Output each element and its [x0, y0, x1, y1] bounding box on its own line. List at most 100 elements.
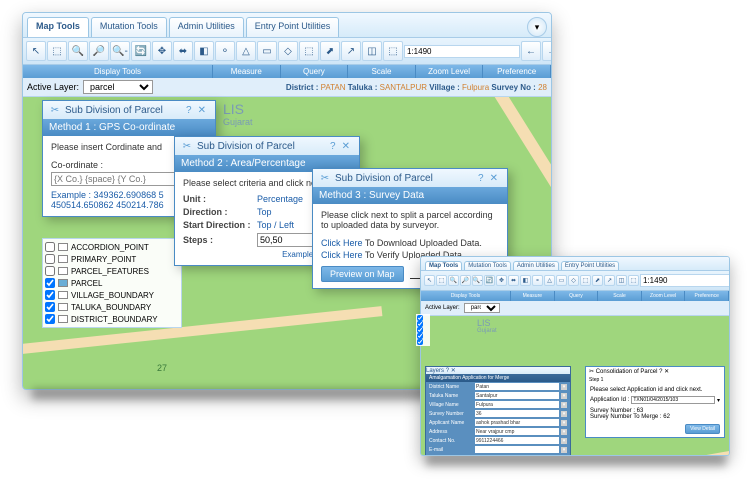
mini-layer-select[interactable]: parcel	[464, 303, 500, 313]
toolbar-button[interactable]: △	[544, 275, 555, 286]
legend-checkbox[interactable]	[45, 290, 55, 300]
form-input[interactable]	[475, 455, 559, 456]
tab-mutation-tools[interactable]: Mutation Tools	[91, 17, 167, 37]
legend-row[interactable]: PARCEL	[45, 277, 179, 289]
toolbar-button[interactable]: ✥	[152, 41, 172, 61]
toolbar-button[interactable]: ⚬	[215, 41, 235, 61]
toolbar-button[interactable]: 🔄	[131, 41, 151, 61]
toolbar-button[interactable]: ◫	[616, 275, 627, 286]
subbar-scale[interactable]: Scale	[348, 65, 416, 78]
form-input[interactable]	[475, 419, 559, 426]
tab-map-tools[interactable]: Map Tools	[27, 17, 89, 37]
form-input[interactable]	[475, 401, 559, 408]
tab-entry-point-utilities[interactable]: Entry Point Utilities	[561, 261, 619, 270]
toolbar-button[interactable]: ⚬	[532, 275, 543, 286]
legend-row[interactable]: TALUKA_BOUNDARY	[45, 301, 179, 313]
toolbar-button[interactable]: ◇	[568, 275, 579, 286]
dropdown-icon[interactable]: ▾	[561, 393, 567, 399]
dropdown-icon[interactable]: ▾	[561, 384, 567, 390]
close-icon[interactable]: ✕	[487, 173, 501, 184]
tab-entry-point-utilities[interactable]: Entry Point Utilities	[246, 17, 340, 37]
toolbar-button[interactable]: ↖	[26, 41, 46, 61]
toolbar-button[interactable]: ↗	[604, 275, 615, 286]
toolbar-button[interactable]: ⬈	[592, 275, 603, 286]
dialog2-header[interactable]: ✂ Sub Division of Parcel ? ✕	[175, 137, 359, 155]
help-icon[interactable]: ?	[475, 173, 487, 184]
mini-sub-measure[interactable]: Measure	[511, 291, 555, 301]
scale-input[interactable]	[404, 45, 520, 58]
toolbar-button[interactable]: ◧	[520, 275, 531, 286]
toolbar-button[interactable]: 🔎	[460, 275, 471, 286]
close-icon[interactable]: ✕	[451, 368, 456, 374]
form-input[interactable]	[475, 428, 559, 435]
form-input[interactable]	[475, 383, 559, 390]
toolbar-button[interactable]: ⬚	[299, 41, 319, 61]
toolbar-button[interactable]: 🔍-	[110, 41, 130, 61]
close-icon[interactable]: ✕	[664, 369, 669, 375]
help-icon[interactable]: ?	[659, 369, 662, 375]
toolbar-button[interactable]: ◫	[362, 41, 382, 61]
mini-form-head[interactable]: Layers ? ✕	[426, 367, 570, 374]
form-input[interactable]	[475, 437, 559, 444]
dialog1-header[interactable]: ✂ Sub Division of Parcel ? ✕	[43, 101, 215, 119]
toolbar-button[interactable]: 🔄	[484, 275, 495, 286]
unit-value[interactable]: Percentage	[257, 194, 303, 204]
toolbar-button[interactable]: ⬌	[508, 275, 519, 286]
tab-map-tools[interactable]: Map Tools	[425, 261, 462, 270]
tab-mutation-tools[interactable]: Mutation Tools	[464, 261, 511, 270]
dropdown-icon[interactable]: ▾	[561, 456, 567, 457]
legend-row[interactable]: PRIMARY_POINT	[45, 253, 179, 265]
scale-input[interactable]	[640, 274, 729, 287]
subbar-query[interactable]: Query	[281, 65, 349, 78]
toolbar-button[interactable]: ◇	[278, 41, 298, 61]
dropdown-icon[interactable]: ▾	[561, 420, 567, 426]
mini-sub-query[interactable]: Query	[555, 291, 599, 301]
dropdown-icon[interactable]: ▾	[561, 447, 567, 453]
mini-sub-scale[interactable]: Scale	[598, 291, 642, 301]
legend-checkbox[interactable]	[45, 266, 55, 276]
toolbar-button[interactable]: ⬚	[436, 275, 447, 286]
toolbar-button[interactable]: 🔍	[68, 41, 88, 61]
toolbar-button[interactable]: ▭	[257, 41, 277, 61]
help-icon[interactable]: ?	[183, 105, 195, 116]
view-detail-button[interactable]: View Detail	[685, 424, 720, 434]
dropdown-icon[interactable]: ▾	[561, 411, 567, 417]
preview-map-button[interactable]: Preview on Map	[321, 266, 404, 282]
toolbar-button[interactable]: ✥	[496, 275, 507, 286]
toolbar-button[interactable]: ⬈	[320, 41, 340, 61]
close-icon[interactable]: ✕	[195, 105, 209, 116]
mini-cons-head[interactable]: ✂ Consolidation of Parcel ? ✕	[586, 367, 724, 376]
mini-legend-checkbox[interactable]	[417, 339, 423, 345]
toolbar-button[interactable]: ⬚	[383, 41, 403, 61]
toolbar-button[interactable]: 🔎	[89, 41, 109, 61]
form-input[interactable]	[475, 392, 559, 399]
dropdown-icon[interactable]: ▾	[717, 397, 720, 404]
subbar-pref[interactable]: Preference	[483, 65, 551, 78]
form-input[interactable]	[475, 446, 559, 453]
tab-admin-utilities[interactable]: Admin Utilities	[513, 261, 559, 270]
mini-sub-pref[interactable]: Preference	[685, 291, 729, 301]
steps-input[interactable]	[257, 233, 317, 247]
legend-checkbox[interactable]	[45, 254, 55, 264]
legend-row[interactable]: ACCORDION_POINT	[45, 241, 179, 253]
verify-link[interactable]: Click Here	[321, 250, 363, 260]
user-menu-icon[interactable]: ▾	[527, 17, 547, 37]
legend-checkbox[interactable]	[45, 302, 55, 312]
subbar-measure[interactable]: Measure	[213, 65, 281, 78]
legend-row[interactable]: VILLAGE_BOUNDARY	[45, 289, 179, 301]
dropdown-icon[interactable]: ▾	[561, 438, 567, 444]
form-input[interactable]	[475, 410, 559, 417]
toolbar-button[interactable]: ←	[521, 41, 541, 61]
toolbar-button[interactable]: ◧	[194, 41, 214, 61]
toolbar-button[interactable]: ⬌	[173, 41, 193, 61]
tab-admin-utilities[interactable]: Admin Utilities	[169, 17, 244, 37]
toolbar-button[interactable]: ↖	[424, 275, 435, 286]
toolbar-button[interactable]: ↗	[341, 41, 361, 61]
toolbar-button[interactable]: ⬚	[47, 41, 67, 61]
toolbar-button[interactable]: ⬚	[580, 275, 591, 286]
toolbar-button[interactable]: △	[236, 41, 256, 61]
direction-value[interactable]: Top	[257, 207, 272, 217]
toolbar-button[interactable]: ▭	[556, 275, 567, 286]
legend-checkbox[interactable]	[45, 242, 55, 252]
subbar-zoom[interactable]: Zoom Level	[416, 65, 484, 78]
